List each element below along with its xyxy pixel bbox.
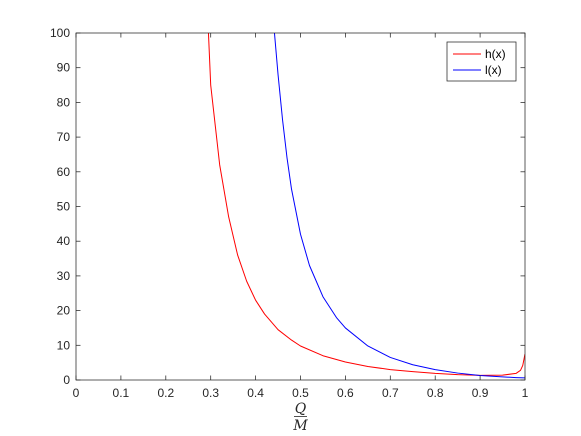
plot-area-background [76,33,525,380]
legend: h(x) l(x) [446,41,517,82]
y-tick-label: 0 [63,373,70,387]
series-line-1 [273,33,525,379]
x-tick-label: 1 [522,386,529,400]
y-tick-label: 30 [57,269,71,283]
x-tick-label: 0.5 [292,386,309,400]
x-axis-label-denominator: M [292,418,308,434]
y-tick-label: 80 [57,95,71,109]
x-tick-label: 0 [73,386,80,400]
y-tick-label: 90 [57,61,71,75]
x-tick-label: 0.2 [157,386,174,400]
legend-label-0: h(x) [485,47,506,61]
x-tick-label: 0.6 [337,386,354,400]
y-tick-label: 70 [57,130,71,144]
x-tick-label: 0.1 [113,386,130,400]
y-tick-label: 10 [57,338,71,352]
series-line-0 [207,33,525,376]
x-axis-label-numerator: Q [295,401,307,417]
y-tick-label: 60 [57,165,71,179]
series-layer [207,33,525,379]
x-tick-label: 0.8 [427,386,444,400]
x-tick-label: 0.9 [472,386,489,400]
y-tick-label: 50 [57,200,71,214]
legend-label-1: l(x) [485,63,502,77]
y-tick-label: 100 [50,26,70,40]
x-tick-label: 0.7 [382,386,399,400]
x-axis-label: Q M [292,401,308,434]
ticks-layer: 0 0.1 0.2 0.3 0.4 0.5 0.6 0.7 0.8 0.9 101020304050… [50,26,529,400]
legend-box [446,41,517,82]
y-tick-label: 20 [57,304,71,318]
x-tick-label: 0.4 [247,386,264,400]
x-tick-label: 0.3 [202,386,219,400]
y-tick-label: 40 [57,234,71,248]
